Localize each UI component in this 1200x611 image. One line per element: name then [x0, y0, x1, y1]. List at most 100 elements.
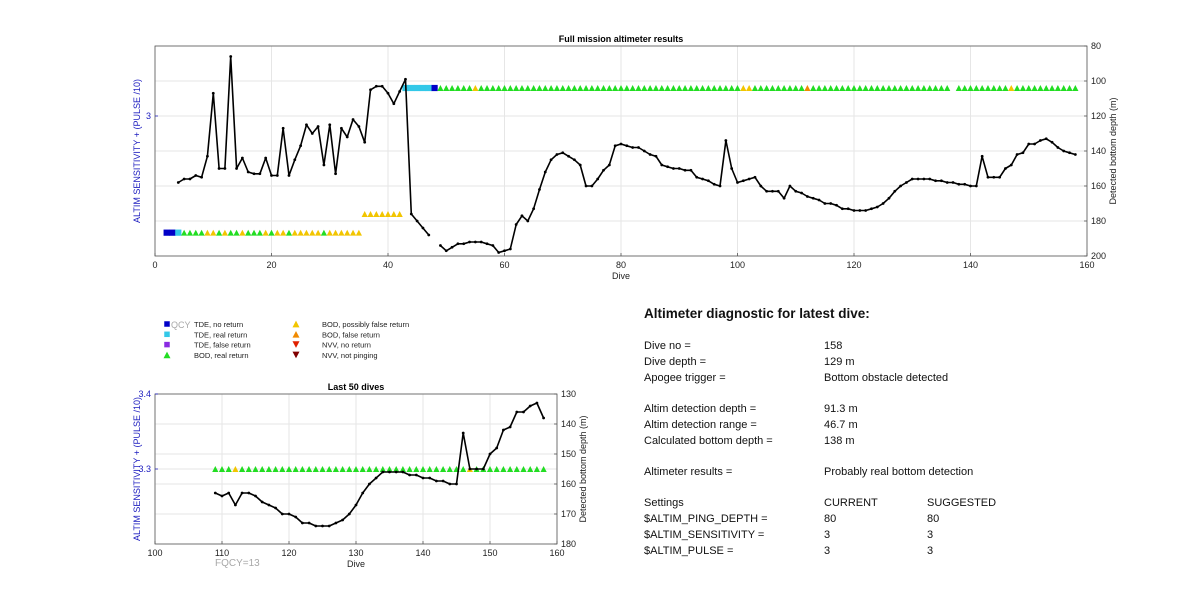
- depth-point: [666, 165, 669, 169]
- depth-point: [223, 167, 227, 170]
- x-tick-label: 160: [549, 548, 564, 558]
- setting-marker: [279, 466, 286, 472]
- diag-value: Bottom obstacle detected: [824, 372, 949, 384]
- depth-point: [328, 123, 332, 127]
- depth-point: [421, 226, 425, 230]
- diag-label: Altim detection range =: [644, 419, 757, 431]
- depth-point: [508, 247, 512, 251]
- setting-marker: [303, 229, 310, 236]
- y-right-tick-label: 140: [1091, 146, 1106, 156]
- setting-marker: [874, 85, 881, 91]
- setting-marker: [379, 466, 386, 472]
- setting-marker: [1025, 85, 1032, 91]
- setting-marker: [309, 229, 316, 236]
- depth-point: [980, 154, 984, 158]
- setting-marker: [1037, 85, 1044, 91]
- depth-point: [573, 158, 576, 162]
- setting-marker: [542, 85, 549, 91]
- diag-label: Apogee trigger =: [644, 372, 726, 384]
- legend-marker: [292, 341, 300, 348]
- depth-point: [974, 184, 978, 188]
- setting-marker: [530, 85, 537, 91]
- depth-point: [260, 500, 264, 504]
- depth-point: [380, 84, 384, 88]
- x-tick-label: 20: [266, 260, 276, 270]
- depth-point: [724, 139, 728, 142]
- depth-point: [1004, 167, 1007, 170]
- depth-point: [334, 172, 337, 176]
- depth-point: [234, 503, 237, 507]
- x-tick-label: 150: [482, 548, 497, 558]
- setting-marker: [711, 85, 718, 91]
- setting-marker: [967, 85, 974, 91]
- depth-point: [450, 245, 454, 249]
- depth-point: [340, 126, 343, 130]
- y-right-axis-label: Detected bottom depth (m): [578, 415, 588, 522]
- depth-point: [945, 181, 949, 184]
- depth-point: [515, 410, 519, 414]
- depth-point: [247, 491, 251, 495]
- settings-header-row: Settings CURRENT SUGGESTED: [644, 495, 1164, 511]
- setting-marker: [781, 85, 788, 91]
- legend-label: BOD, possibly false return: [322, 320, 409, 329]
- setting-marker: [259, 466, 266, 472]
- setting-suggested: 3: [927, 529, 934, 541]
- setting-marker: [486, 466, 494, 472]
- setting-marker: [326, 229, 333, 236]
- depth-point: [235, 167, 238, 170]
- x-tick-label: 140: [963, 260, 978, 270]
- depth-point: [176, 181, 180, 184]
- depth-point: [567, 154, 570, 158]
- depth-point: [345, 135, 349, 139]
- depth-point: [322, 163, 326, 167]
- depth-point: [294, 515, 298, 519]
- setting-marker: [367, 211, 374, 217]
- setting-marker: [366, 466, 373, 472]
- setting-marker: [210, 229, 217, 236]
- depth-point: [468, 240, 471, 244]
- setting-marker: [856, 85, 863, 91]
- setting-marker: [245, 229, 252, 236]
- setting-marker: [169, 229, 176, 236]
- setting-marker: [1008, 85, 1015, 91]
- setting-marker: [373, 466, 380, 472]
- setting-marker: [262, 229, 269, 236]
- depth-point: [414, 473, 418, 477]
- setting-name: $ALTIM_SENSITIVITY =: [644, 529, 765, 541]
- setting-marker: [352, 466, 360, 472]
- setting-marker: [393, 466, 400, 472]
- setting-marker: [320, 229, 328, 236]
- setting-marker: [687, 85, 694, 91]
- depth-point: [479, 240, 483, 244]
- settings-row-ping-depth: $ALTIM_PING_DEPTH = 80 80: [644, 511, 1164, 527]
- depth-point: [227, 491, 231, 495]
- depth-point: [957, 182, 961, 186]
- depth-point: [473, 240, 477, 244]
- setting-marker: [344, 229, 351, 236]
- depth-point: [823, 202, 827, 205]
- depth-point: [840, 207, 844, 211]
- depth-point: [1068, 151, 1071, 155]
- setting-marker: [437, 85, 444, 91]
- depth-point: [280, 512, 284, 516]
- diag-value: 158: [824, 340, 843, 352]
- chart-title: Last 50 dives: [328, 382, 385, 392]
- setting-marker: [386, 466, 393, 472]
- depth-point: [776, 189, 780, 193]
- setting-marker: [880, 85, 887, 91]
- setting-marker: [390, 211, 397, 217]
- setting-marker: [346, 466, 353, 472]
- depth-point: [502, 428, 505, 432]
- diag-row-altimeter-results: Altimeter results = Probably real bottom…: [644, 464, 1164, 480]
- setting-marker: [520, 466, 527, 472]
- setting-marker: [221, 229, 228, 236]
- setting-marker: [722, 85, 729, 91]
- depth-point: [590, 184, 594, 188]
- x-tick-label: 60: [499, 260, 509, 270]
- setting-marker: [204, 229, 211, 236]
- setting-marker: [408, 84, 415, 92]
- chart-title: Full mission altimeter results: [559, 34, 684, 44]
- depth-point: [928, 177, 932, 181]
- depth-point: [718, 184, 722, 188]
- depth-point: [305, 123, 308, 127]
